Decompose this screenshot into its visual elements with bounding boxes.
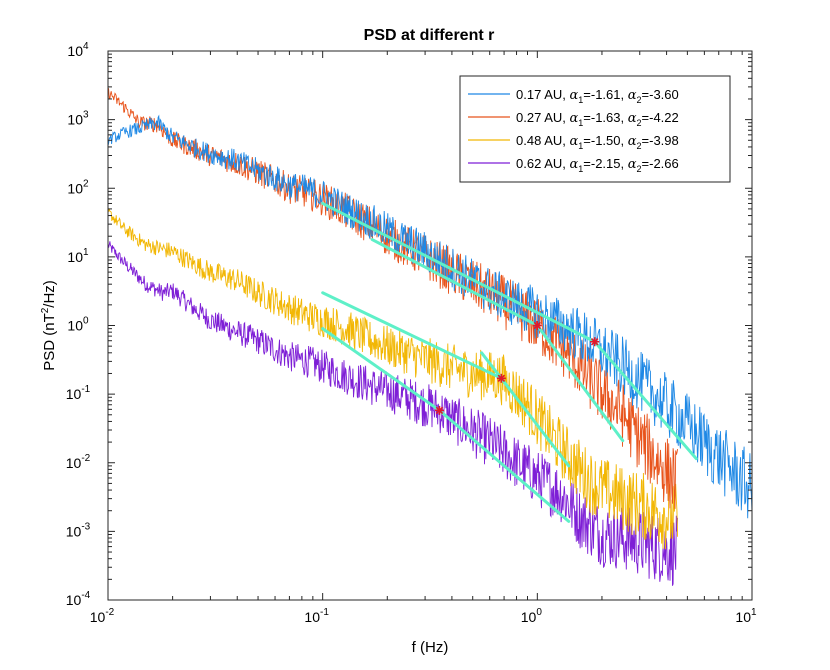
fit-line-3-1 (437, 408, 571, 523)
y-tick-label-5: 101 (67, 247, 89, 265)
legend: 0.17 AU, α1=-1.61, α2=-3.60 0.27 AU, α1=-… (459, 75, 731, 183)
fit-line-1-0 (370, 238, 539, 327)
fit-line-1-1 (535, 324, 625, 443)
tick-layer: 10-2 10-1 100 101 10-4 10-3 10-2 10-1 100 101 102 1… (66, 41, 757, 625)
break-marker-1 (532, 321, 542, 330)
y-tick-label-2: 10-2 (66, 453, 91, 471)
fit-layer (321, 201, 698, 523)
legend-entry-3: 0.62 AU, α1=-2.15, α2=-2.66 (516, 156, 679, 174)
break-marker-3 (434, 405, 444, 415)
y-tick-label-4: 100 (67, 316, 89, 334)
x-tick-label-2: 100 (521, 607, 543, 625)
break-marker-0 (590, 337, 600, 347)
legend-entry-1: 0.27 AU, α1=-1.63, α2=-4.22 (516, 110, 679, 128)
y-tick-label-8: 104 (67, 41, 89, 59)
legend-entry-2: 0.48 AU, α1=-1.50, α2=-3.98 (516, 133, 679, 151)
series-layer (108, 87, 752, 586)
legend-entry-0: 0.17 AU, α1=-1.61, α2=-3.60 (516, 87, 679, 105)
x-tick-label-1: 10-1 (304, 607, 329, 625)
y-tick-label-6: 102 (67, 178, 89, 196)
series-line-0-62-au (108, 241, 679, 586)
y-tick-label-7: 103 (67, 110, 89, 128)
marker-layer (434, 321, 600, 415)
x-tick-label-3: 101 (735, 607, 757, 625)
x-tick-label-0: 10-2 (90, 607, 115, 625)
series-line-0-48-au (108, 206, 679, 550)
x-axis-label: f (Hz) (412, 639, 449, 656)
y-axis-label: PSD (nT2/Hz) (40, 280, 58, 371)
y-tick-label-0: 10-4 (66, 590, 91, 608)
fit-line-2-0 (321, 291, 503, 380)
fit-line-2-1 (480, 351, 571, 468)
series-line-0-17-au (108, 114, 752, 519)
fit-line-3-0 (321, 327, 441, 412)
fit-line-0-1 (593, 340, 698, 461)
y-tick-label-1: 10-3 (66, 521, 91, 539)
fit-line-0-0 (321, 201, 597, 344)
y-tick-label-3: 10-1 (66, 384, 91, 402)
chart-title: PSD at different r (364, 27, 495, 44)
break-marker-2 (496, 373, 506, 383)
